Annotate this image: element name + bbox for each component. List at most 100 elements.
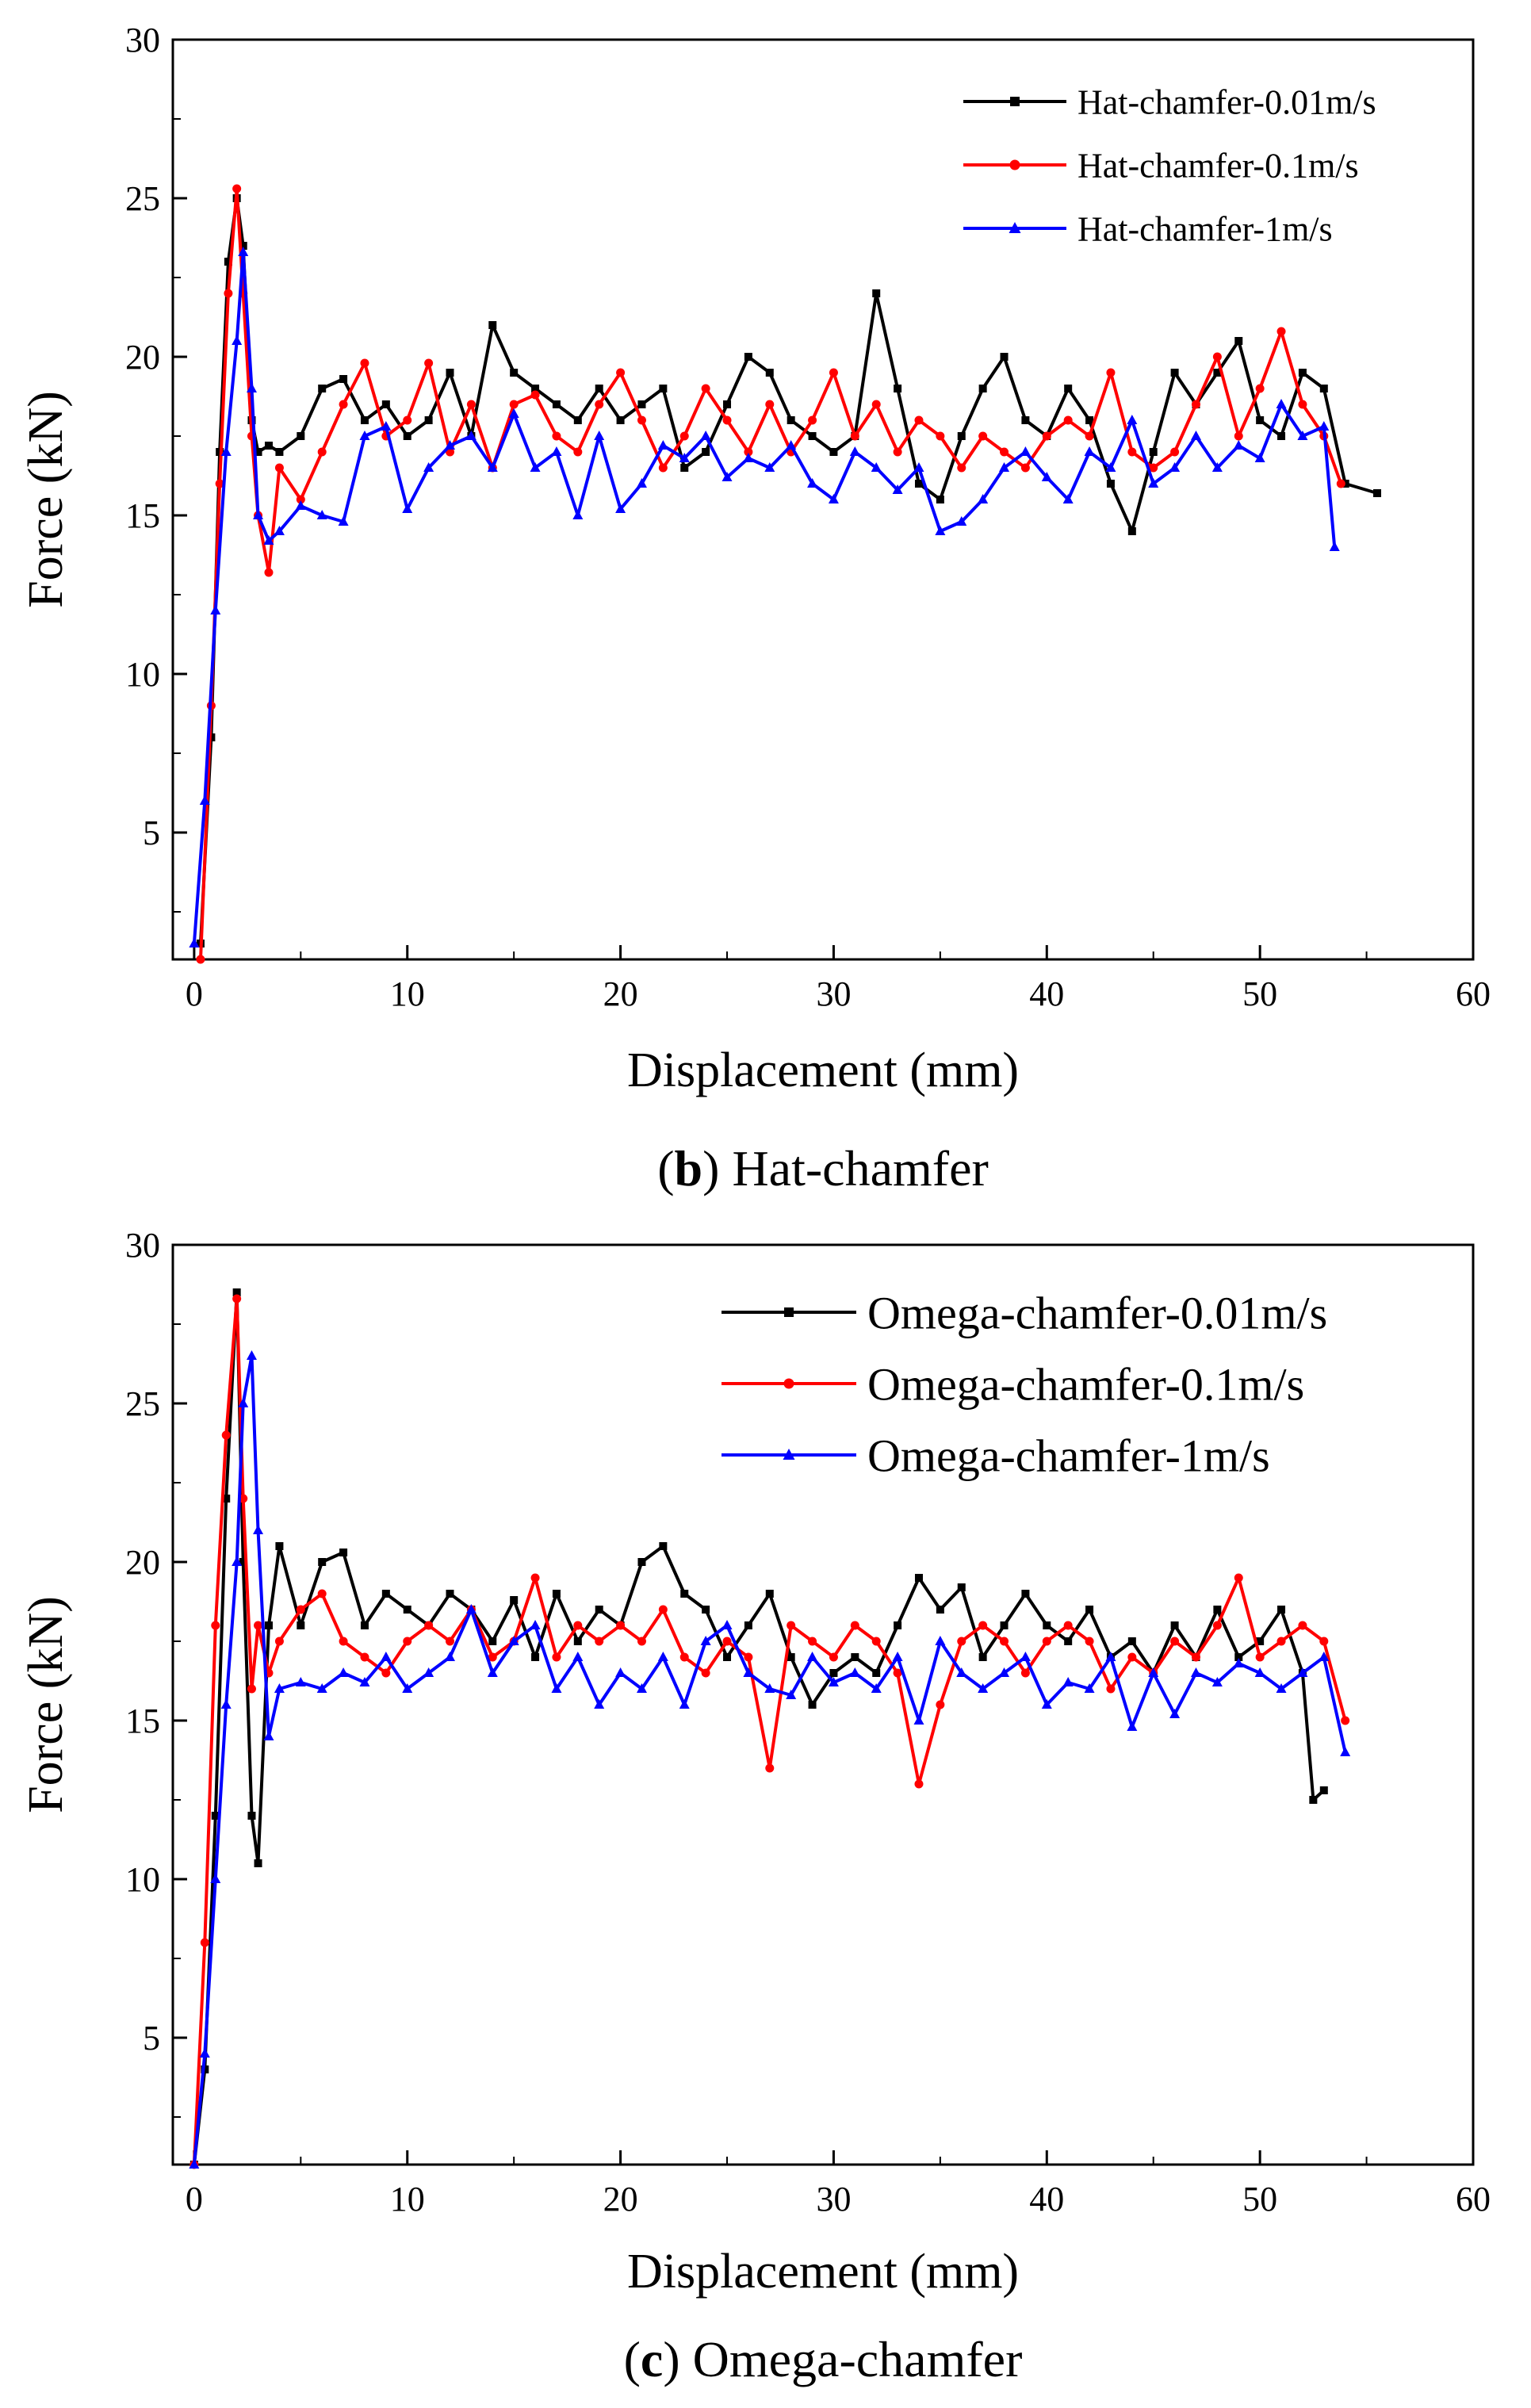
data-point (765, 400, 775, 409)
data-point (339, 1637, 348, 1646)
data-point (274, 1683, 285, 1693)
data-point (1085, 416, 1094, 424)
data-point (978, 385, 987, 392)
data-point (637, 415, 646, 425)
plot-frame (171, 38, 1475, 961)
data-point (679, 453, 690, 462)
data-point (1020, 1652, 1031, 1661)
series-line-3 (192, 251, 1337, 944)
data-point (787, 1653, 795, 1661)
data-point (999, 1667, 1010, 1677)
data-point (220, 1699, 232, 1709)
axis-ticks: 0 10 20 30 40 50 60 5 10 15 20 25 30 (125, 1226, 1491, 2218)
data-point (1190, 431, 1201, 440)
data-point (232, 184, 242, 193)
data-point (1064, 1637, 1073, 1645)
data-point (702, 448, 710, 456)
data-point (1234, 1653, 1243, 1661)
data-point (572, 1652, 584, 1661)
y-tick-label: 20 (125, 1543, 160, 1582)
data-point (360, 1621, 369, 1629)
data-point (1105, 462, 1116, 472)
data-point (224, 289, 233, 298)
data-point (595, 1637, 604, 1646)
data-point (1298, 1621, 1307, 1630)
y-axis-label: Force (kN) (19, 391, 73, 608)
data-point (488, 321, 497, 329)
data-point (1041, 1699, 1052, 1709)
data-point (1212, 352, 1222, 362)
data-point (465, 431, 477, 440)
data-point (381, 1590, 390, 1598)
data-point (1212, 1621, 1222, 1630)
series-line-1 (192, 1291, 1326, 2165)
data-point (850, 431, 859, 441)
data-point (1020, 463, 1030, 473)
data-point (978, 494, 989, 503)
x-tick-label: 40 (1029, 2180, 1064, 2218)
data-point (318, 1558, 327, 1566)
data-point (317, 447, 327, 457)
data-point (1085, 1637, 1094, 1646)
y-tick-label: 15 (125, 1702, 160, 1740)
data-point (615, 503, 626, 513)
data-point (360, 1652, 369, 1662)
data-point (552, 431, 561, 441)
data-point (424, 416, 433, 424)
data-point (1319, 421, 1330, 431)
data-point (829, 448, 838, 456)
data-point (403, 432, 411, 440)
data-point (657, 440, 668, 450)
data-point (786, 440, 797, 450)
data-point (701, 1668, 710, 1678)
data-point (1233, 440, 1244, 450)
data-point (1084, 446, 1095, 456)
y-tick-label: 30 (125, 21, 160, 59)
data-point (381, 1668, 391, 1678)
data-point (871, 1683, 882, 1693)
data-point (1169, 462, 1181, 472)
legend-marker (1009, 159, 1020, 170)
data-point (338, 516, 349, 526)
data-point (424, 358, 434, 368)
data-point (572, 510, 584, 519)
data-point (1062, 494, 1074, 503)
y-tick-label: 15 (125, 496, 160, 535)
data-point (220, 446, 232, 456)
data-point (1127, 1721, 1138, 1731)
y-tick-label: 10 (125, 655, 160, 694)
data-point (339, 400, 348, 409)
caption-letter: c (641, 2331, 663, 2387)
data-point (914, 480, 923, 488)
data-point (808, 1637, 817, 1646)
data-point (914, 1779, 924, 1789)
data-point (1255, 1652, 1265, 1662)
data-point (510, 369, 519, 377)
data-point (338, 1667, 349, 1677)
data-point (275, 448, 284, 456)
data-point (488, 1637, 497, 1645)
data-point (1319, 385, 1328, 392)
data-point (999, 462, 1010, 472)
data-point (978, 1653, 987, 1661)
data-point (1277, 432, 1286, 440)
data-point (957, 1637, 966, 1646)
data-point (1043, 1621, 1051, 1629)
plot-frame (171, 1243, 1475, 2166)
x-axis-label: Displacement (mm) (627, 2245, 1019, 2299)
legend-label: Omega-chamfer-1m/s (867, 1430, 1270, 1481)
data-point (232, 1294, 242, 1304)
data-point (264, 1621, 273, 1629)
data-point (232, 1288, 241, 1296)
data-point (849, 446, 860, 456)
data-point (210, 1874, 221, 1883)
data-point (530, 1620, 541, 1629)
data-point (247, 1812, 256, 1820)
data-point (238, 1398, 249, 1407)
data-point (743, 453, 754, 462)
data-point (829, 1652, 838, 1662)
data-point (238, 247, 249, 256)
data-point (446, 369, 454, 377)
panel-caption: (b) Hat-chamfer (657, 1140, 989, 1196)
data-point (1191, 1652, 1200, 1662)
